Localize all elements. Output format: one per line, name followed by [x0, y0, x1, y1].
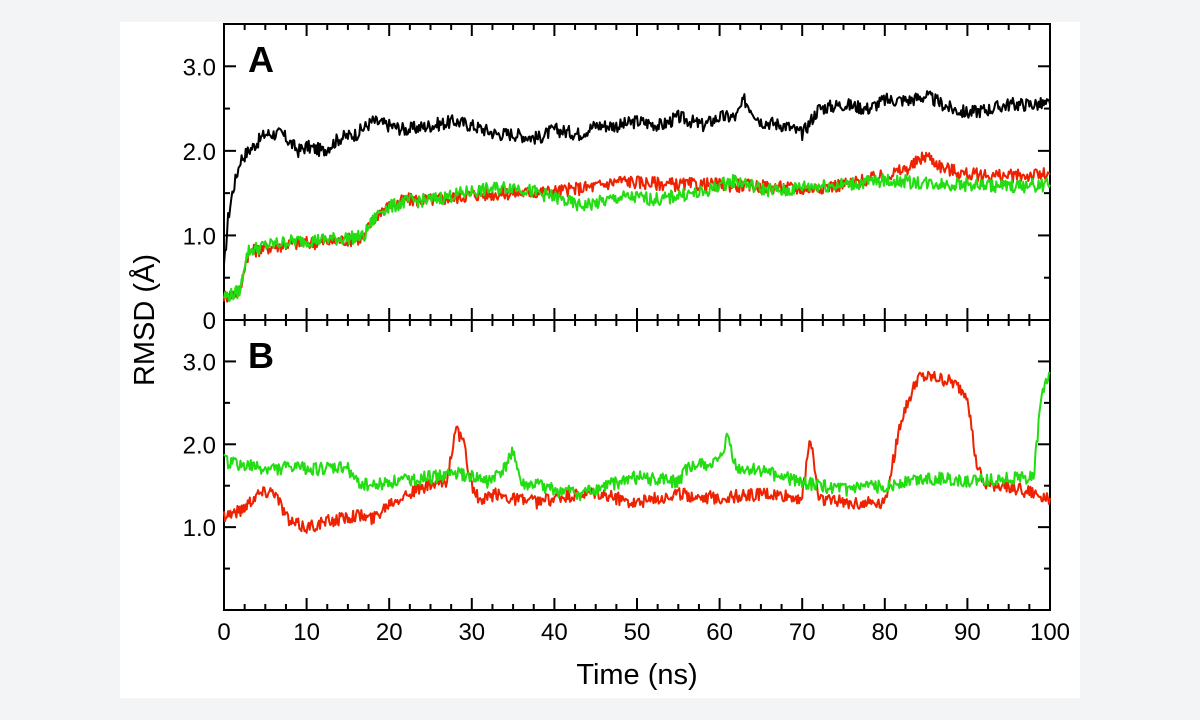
- panel-a-frame: [223, 23, 1051, 321]
- x-tick-label: 40: [541, 619, 568, 646]
- x-tick-label: 20: [376, 619, 403, 646]
- y-tick-label: 3.0: [183, 54, 216, 81]
- y-tick-label: 3.0: [183, 349, 216, 376]
- rmsd-chart-svg: 01.02.03.0 1.02.03.00 10 20 30 40 50 60 70 80 90 1…: [128, 23, 1070, 691]
- x-tick-label: 70: [789, 619, 816, 646]
- panel-a-series-3-line: [223, 173, 1051, 303]
- x-axis-title: Time (ns): [576, 659, 697, 691]
- y-tick-label: 2.0: [183, 432, 216, 459]
- y-axis-title: RMSD (Å): [128, 254, 161, 386]
- x-tick-label: 30: [458, 619, 485, 646]
- x-tick-label: 50: [624, 619, 651, 646]
- x-tick-label: 100: [1030, 619, 1070, 646]
- panel-b-series: [223, 370, 1051, 534]
- panel-b-ticks: 1.0 2.0 3.0 0 10 20 30 40 50 60 70 80 90 100: [183, 320, 1070, 646]
- panel-a-label: A: [248, 39, 274, 80]
- x-tick-label: 60: [706, 619, 733, 646]
- panel-a-series-1-line: [223, 90, 1051, 265]
- x-tick-label: 80: [871, 619, 898, 646]
- y-tick-label: 2.0: [183, 139, 216, 166]
- y-tick-label: 1.0: [183, 515, 216, 542]
- panel-b-series-1-line: [223, 370, 1051, 534]
- x-tick-label: 0: [217, 619, 230, 646]
- x-tick-label: 10: [293, 619, 320, 646]
- panel-a-series-2-line: [223, 151, 1051, 303]
- y-tick-label: 1.0: [183, 223, 216, 250]
- x-tick-label: 90: [954, 619, 981, 646]
- panel-a-series: [223, 90, 1051, 303]
- rmsd-figure: 0 1.0 2.0 3.0 1.0 2.0 3.0 0 10 20 30 40 50 60 70 80 90 1…: [120, 22, 1080, 698]
- y-tick-label: 0: [203, 308, 216, 335]
- panel-b-label: B: [248, 335, 274, 376]
- panel-a-ticks: 0 1.0 2.0 3.0: [183, 24, 1051, 335]
- panel-b-series-2-line: [223, 371, 1051, 502]
